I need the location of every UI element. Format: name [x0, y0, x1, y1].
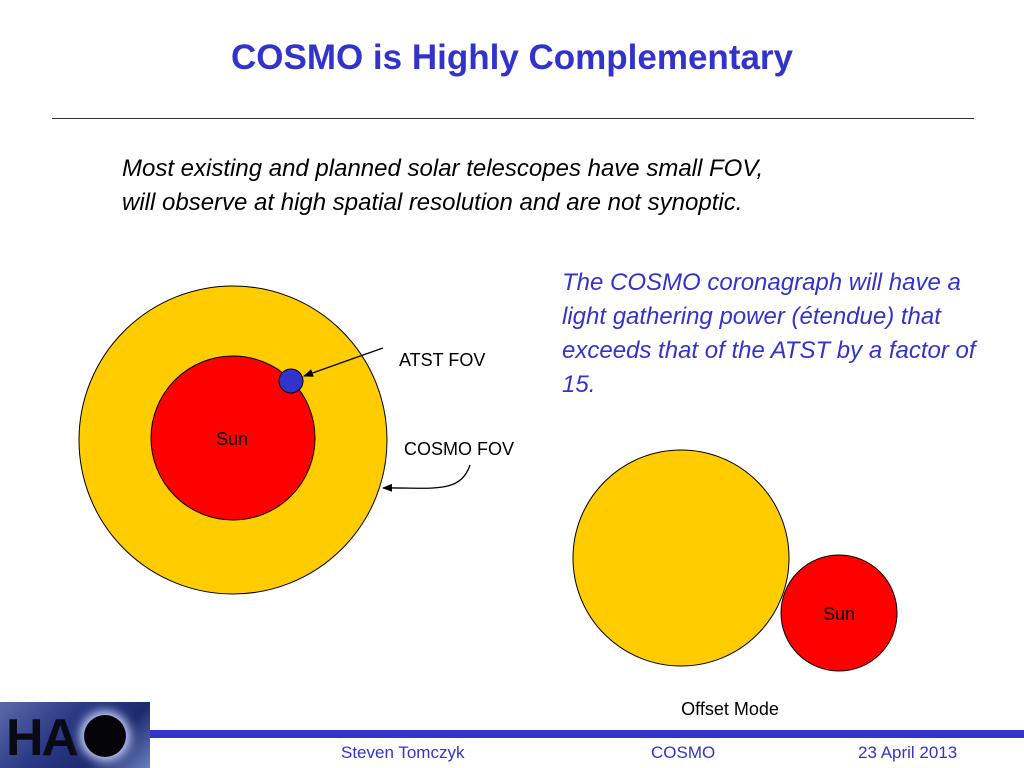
hao-logo: HA [0, 702, 150, 768]
offset-mode-caption: Offset Mode [681, 699, 779, 719]
footer-project: COSMO [651, 743, 716, 762]
sun-label-left: Sun [216, 429, 248, 449]
title-divider [52, 118, 974, 119]
atst-arrow [303, 347, 384, 377]
sun-label-right: Sun [823, 604, 855, 624]
cosmo-note: The COSMO coronagraph will have a light … [562, 269, 976, 398]
slide-title: COSMO is Highly Complementary [230, 38, 794, 77]
atst-fov-circle [278, 368, 304, 394]
cosmo-fov-arrow [382, 464, 471, 492]
eclipse-icon [84, 715, 126, 757]
sun-circle-left [150, 355, 316, 521]
intro-line-2: will observe at high spatial resolution … [122, 189, 743, 216]
sun-circle-right [780, 554, 898, 672]
footer-author: Steven Tomczyk [341, 743, 465, 762]
atst-fov-label: ATST FOV [399, 350, 485, 370]
hao-logo-text: HA [6, 709, 79, 767]
offset-cosmo-fov-circle [572, 449, 790, 667]
intro-line-1: Most existing and planned solar telescop… [122, 155, 764, 182]
footer-date: 23 April 2013 [858, 743, 958, 762]
intro-text: Most existing and planned solar telescop… [122, 152, 912, 220]
cosmo-fov-label: COSMO FOV [404, 439, 514, 459]
footer-bar [150, 730, 1024, 738]
